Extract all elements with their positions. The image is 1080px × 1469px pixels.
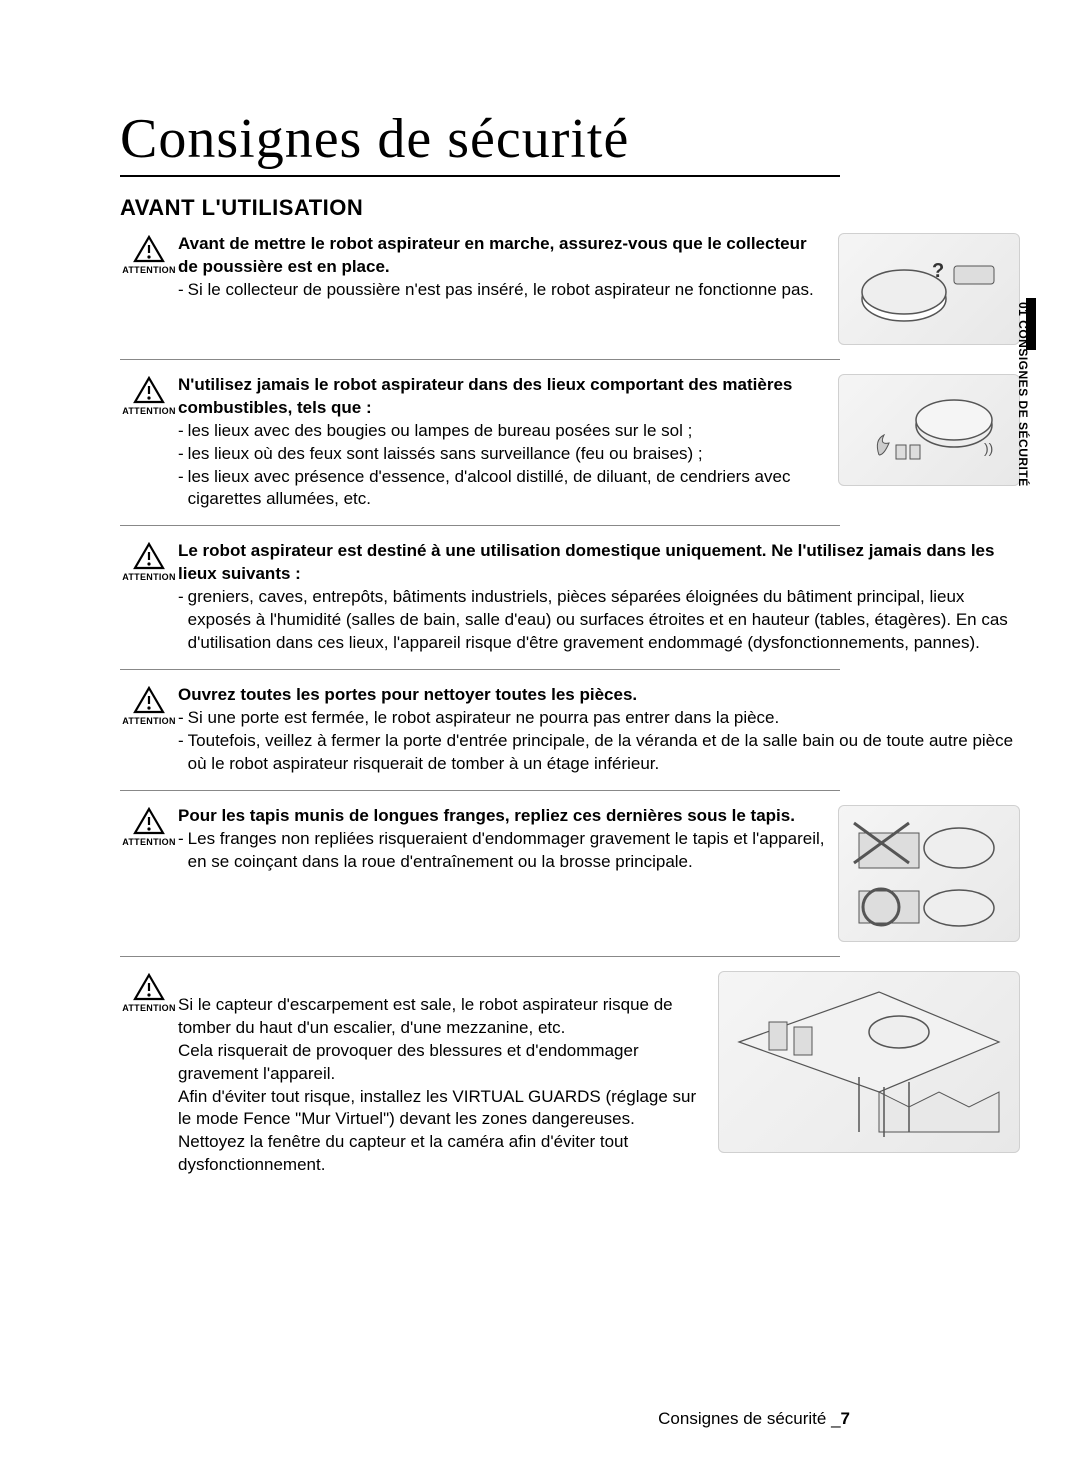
illustration-placeholder: ?: [838, 233, 1020, 345]
safety-entry: ATTENTION Pour les tapis munis de longue…: [120, 805, 1020, 942]
entry-text: N'utilisez jamais le robot aspirateur da…: [178, 374, 838, 512]
attention-icon-col: ATTENTION: [120, 542, 178, 582]
warning-icon: [133, 807, 165, 835]
bullet-dash: -: [178, 279, 188, 302]
safety-entry: ATTENTION Le robot aspirateur est destin…: [120, 540, 1020, 655]
illustration-placeholder: [718, 971, 1020, 1153]
page-title: Consignes de sécurité: [120, 110, 1020, 169]
entry-text: Avant de mettre le robot aspirateur en m…: [178, 233, 838, 302]
entry-body: Si le capteur d'escarpement est sale, le…: [178, 995, 696, 1175]
warning-icon: [133, 973, 165, 1001]
section-heading: AVANT L'UTILISATION: [120, 195, 1020, 221]
entry-divider: [120, 669, 840, 670]
bullet-text: les lieux avec présence d'essence, d'alc…: [188, 466, 826, 512]
side-tab: 01 CONSIGNES DE SÉCURITÉ: [1010, 298, 1036, 518]
attention-label: ATTENTION: [122, 716, 176, 726]
attention-icon-col: ATTENTION: [120, 807, 178, 847]
robot-carpet-icon: [849, 813, 1009, 933]
robot-dustbin-icon: ?: [854, 244, 1004, 334]
attention-label: ATTENTION: [122, 572, 176, 582]
entry-lead: Le robot aspirateur est destiné à une ut…: [178, 540, 1020, 586]
entry-bullet: - les lieux avec présence d'essence, d'a…: [178, 466, 826, 512]
entry-lead: Ouvrez toutes les portes pour nettoyer t…: [178, 684, 1020, 707]
svg-text:)): )): [984, 440, 993, 456]
bullet-text: Si le collecteur de poussière n'est pas …: [188, 279, 814, 302]
title-rule: [120, 175, 840, 177]
entry-bullet: - les lieux où des feux sont laissés san…: [178, 443, 826, 466]
bullet-text: les lieux avec des bougies ou lampes de …: [188, 420, 693, 443]
entry-lead: N'utilisez jamais le robot aspirateur da…: [178, 374, 826, 420]
illustration-placeholder: )): [838, 374, 1020, 486]
attention-icon-col: ATTENTION: [120, 973, 178, 1013]
entry-text: Ouvrez toutes les portes pour nettoyer t…: [178, 684, 1020, 776]
footer-page-number: 7: [841, 1409, 850, 1428]
warning-icon: [133, 376, 165, 404]
entry-bullet: - Si le collecteur de poussière n'est pa…: [178, 279, 826, 302]
entry-bullet: - les lieux avec des bougies ou lampes d…: [178, 420, 826, 443]
bullet-text: Toutefois, veillez à fermer la porte d'e…: [188, 730, 1020, 776]
entry-bullet: - Toutefois, veillez à fermer la porte d…: [178, 730, 1020, 776]
bullet-text: greniers, caves, entrepôts, bâtiments in…: [188, 586, 1020, 655]
footer-text: Consignes de sécurité _: [658, 1409, 840, 1428]
safety-entry: ATTENTION N'utilisez jamais le robot asp…: [120, 374, 1020, 512]
attention-label: ATTENTION: [122, 1003, 176, 1013]
entry-text: Pour les tapis munis de longues franges,…: [178, 805, 838, 874]
side-tab-marker: [1026, 298, 1036, 350]
entry-lead: Avant de mettre le robot aspirateur en m…: [178, 233, 826, 279]
entry-divider: [120, 956, 840, 957]
warning-icon: [133, 686, 165, 714]
attention-label: ATTENTION: [122, 265, 176, 275]
robot-stairs-icon: [729, 982, 1009, 1142]
bullet-text: Les franges non repliées risqueraient d'…: [188, 828, 826, 874]
attention-icon-col: ATTENTION: [120, 686, 178, 726]
entry-bullet: - Les franges non repliées risqueraient …: [178, 828, 826, 874]
page-footer: Consignes de sécurité _7: [658, 1409, 850, 1429]
entry-text: Le robot aspirateur est destiné à une ut…: [178, 540, 1020, 655]
warning-icon: [133, 542, 165, 570]
safety-entry: ATTENTION Ouvrez toutes les portes pour …: [120, 684, 1020, 776]
manual-page: Consignes de sécurité AVANT L'UTILISATIO…: [0, 0, 1080, 1469]
entry-divider: [120, 525, 840, 526]
attention-label: ATTENTION: [122, 837, 176, 847]
attention-icon-col: ATTENTION: [120, 235, 178, 275]
safety-entry: ATTENTION Si le capteur d'escarpement es…: [120, 971, 1020, 1177]
bullet-text: Si une porte est fermée, le robot aspira…: [188, 707, 780, 730]
entry-lead: Pour les tapis munis de longues franges,…: [178, 805, 826, 828]
entry-text: Si le capteur d'escarpement est sale, le…: [178, 971, 718, 1177]
entry-divider: [120, 359, 840, 360]
entry-bullet: - Si une porte est fermée, le robot aspi…: [178, 707, 1020, 730]
robot-fire-icon: )): [854, 385, 1004, 475]
entry-divider: [120, 790, 840, 791]
bullet-text: les lieux où des feux sont laissés sans …: [188, 443, 703, 466]
illustration-placeholder: [838, 805, 1020, 942]
safety-entry: ATTENTION Avant de mettre le robot aspir…: [120, 233, 1020, 345]
warning-icon: [133, 235, 165, 263]
attention-label: ATTENTION: [122, 406, 176, 416]
svg-text:?: ?: [932, 260, 944, 282]
attention-icon-col: ATTENTION: [120, 376, 178, 416]
entry-bullet: - greniers, caves, entrepôts, bâtiments …: [178, 586, 1020, 655]
